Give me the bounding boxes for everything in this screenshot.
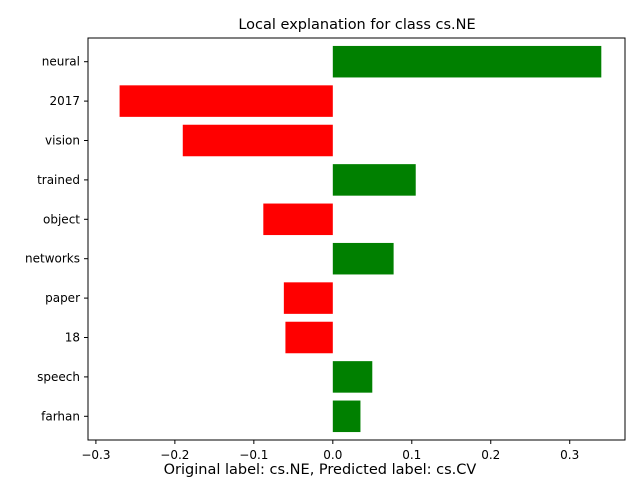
plot-frame — [87, 37, 626, 441]
y-tick-label: 18 — [65, 331, 80, 345]
y-tick-label: trained — [37, 173, 80, 187]
y-tick-label: vision — [45, 134, 80, 148]
y-tick-label: 2017 — [49, 94, 80, 108]
x-tick-label: −0.3 — [81, 448, 110, 462]
bars-group — [119, 45, 602, 433]
bar-farhan — [332, 400, 361, 433]
bar-trained — [332, 164, 416, 196]
x-axis: −0.3 −0.2 −0.1 0.0 0.1 0.2 0.3 — [81, 440, 579, 462]
y-tick-label: networks — [25, 252, 80, 266]
y-tick-label: object — [43, 212, 80, 226]
y-tick-label: paper — [45, 291, 80, 305]
bar-18 — [285, 321, 333, 354]
chart-caption: Original label: cs.NE, Predicted label: … — [164, 462, 477, 478]
x-tick-label: 0.2 — [481, 448, 500, 462]
y-axis: neural 2017 vision trained object networks pap… — [25, 55, 88, 423]
y-tick-label: speech — [37, 370, 80, 384]
x-tick-label: −0.1 — [239, 448, 268, 462]
bar-object — [263, 203, 333, 236]
x-tick-label: 0.3 — [560, 448, 579, 462]
bar-paper — [283, 282, 333, 314]
bar-2017 — [119, 85, 333, 117]
y-tick-label: farhan — [41, 409, 80, 423]
y-tick-label: neural — [42, 55, 80, 69]
x-tick-label: −0.2 — [160, 448, 189, 462]
x-tick-label: 0.0 — [323, 448, 342, 462]
bar-vision — [182, 124, 333, 157]
x-tick-label: 0.1 — [402, 448, 421, 462]
bar-speech — [332, 361, 373, 393]
bar-neural — [332, 45, 602, 78]
bar-networks — [332, 242, 394, 275]
chart-title: Local explanation for class cs.NE — [238, 17, 475, 33]
